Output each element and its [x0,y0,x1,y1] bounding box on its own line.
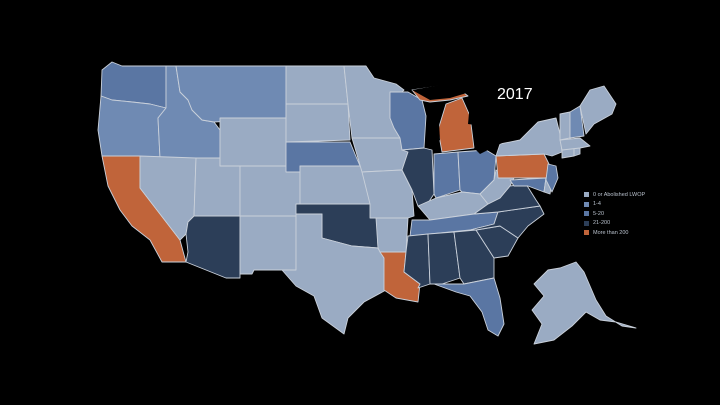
state-vermont [559,111,571,141]
year-label: 2017 [497,86,533,103]
state-florida [433,277,505,337]
state-wyoming [219,117,287,167]
state-texas [253,213,387,335]
state-colorado [239,165,301,217]
state-north-dakota [285,65,349,105]
state-alaska [531,261,637,345]
legend-swatch [584,192,589,198]
state-maryland [509,177,547,193]
legend-item: More than 200 [584,228,645,238]
state-maine [579,85,617,135]
state-massachusetts [559,137,591,151]
legend-label: 1-4 [593,201,601,208]
legend-label: 0 or Abolished LWOP [593,191,646,198]
legend-swatch [584,201,589,207]
lake-superior [412,84,470,100]
state-iowa [351,137,409,173]
legend-item: 0 or Abolished LWOP [584,190,645,200]
legend-label: More than 200 [593,229,629,236]
state-rhode-island [573,147,581,157]
legend-swatch [584,211,589,217]
state-michigan-lower [437,97,475,153]
state-kansas [299,165,371,205]
state-north-carolina [469,205,545,239]
legend-item: 5-20 [584,209,645,219]
state-oregon [97,95,167,159]
state-arizona [185,215,241,279]
state-indiana [433,151,461,199]
lake-michigan [430,104,440,146]
state-new-mexico [239,215,297,275]
legend: 0 or Abolished LWOP 1-4 5-20 21-200 More tha… [584,190,645,238]
state-new-hampshire [569,105,585,139]
legend-swatch [584,220,589,226]
lake-ontario [500,128,524,138]
legend-label: 5-20 [593,210,605,217]
lake-erie [474,138,504,154]
state-utah [193,157,241,217]
state-south-dakota [285,103,351,143]
state-new-jersey [545,163,559,193]
state-arkansas [375,217,409,253]
legend-swatch [584,230,589,236]
state-pennsylvania [495,153,551,179]
legend-label: 21-200 [593,220,611,227]
lake-huron [468,102,486,126]
legend-item: 21-200 [584,219,645,229]
legend-item: 1-4 [584,200,645,210]
